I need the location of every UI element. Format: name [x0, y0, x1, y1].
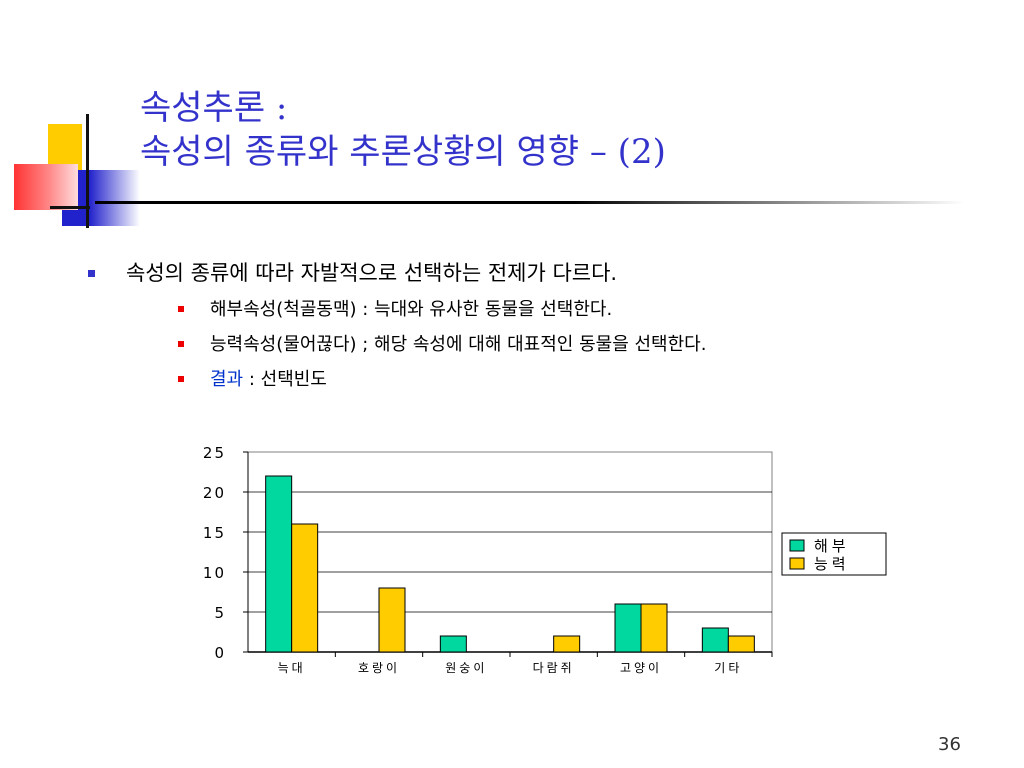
sub-bullet-text: : 선택빈도: [243, 369, 327, 390]
square-bullet-icon: [178, 376, 184, 382]
x-tick-label: 기타: [714, 661, 742, 675]
deco-red-square: [14, 164, 78, 210]
square-bullet-icon: [178, 306, 184, 312]
bar-능력: [553, 635, 581, 653]
main-bullet: 속성의 종류에 따라 자발적으로 선택하는 전제가 다르다. 해부속성(척골동맥…: [88, 258, 706, 397]
bar-해부: [439, 635, 467, 653]
x-tick-label: 다람쥐: [533, 661, 575, 675]
plot-area: [247, 451, 773, 653]
y-tick-label: 25: [203, 444, 226, 462]
title-underline: [95, 201, 965, 204]
title-line-2: 속성의 종류와 추론상황의 영향 – (2): [140, 132, 666, 172]
legend-label: 능력: [814, 555, 850, 573]
y-tick-label: 15: [203, 524, 226, 542]
title-line-1: 속성추론 :: [140, 88, 288, 128]
main-bullet-text: 속성의 종류에 따라 자발적으로 선택하는 전제가 다르다.: [126, 261, 618, 285]
sub-bullet-ability: 능력속성(물어끊다) ; 해당 속성에 대해 대표적인 동물을 선택한다.: [126, 327, 706, 362]
result-label: 결과: [210, 369, 244, 390]
bar-해부: [614, 603, 642, 653]
y-tick-label: 20: [203, 484, 226, 502]
x-tick-label: 고양이: [620, 661, 662, 675]
y-tick-label: 5: [214, 604, 226, 622]
deco-horizontal-line: [50, 206, 90, 209]
bullet-list: 속성의 종류에 따라 자발적으로 선택하는 전제가 다르다. 해부속성(척골동맥…: [88, 258, 706, 397]
x-tick-label: 호랑이: [358, 661, 400, 675]
x-tick-label: 원숭이: [445, 661, 487, 675]
square-bullet-icon: [88, 270, 95, 277]
legend-swatch-능력: [789, 557, 805, 570]
bar-능력: [378, 587, 406, 653]
sub-bullet-list: 해부속성(척골동맥) : 늑대와 유사한 동물을 선택한다. 능력속성(물어끊다…: [126, 292, 706, 397]
bar-해부: [265, 475, 293, 653]
bar-능력: [291, 523, 319, 653]
bar-능력: [727, 635, 755, 653]
sub-bullet-text: 능력속성(물어끊다) ; 해당 속성에 대해 대표적인 동물을 선택한다.: [210, 334, 707, 355]
x-tick-label: 늑대: [278, 661, 306, 675]
y-tick-label: 10: [203, 564, 226, 582]
bar-능력: [640, 603, 668, 653]
bar-해부: [701, 627, 729, 653]
y-tick-label: 0: [214, 644, 226, 662]
page-number: 36: [938, 734, 961, 755]
deco-vertical-line: [86, 114, 89, 228]
square-bullet-icon: [178, 341, 184, 347]
sub-bullet-anatomy: 해부속성(척골동맥) : 늑대와 유사한 동물을 선택한다.: [126, 292, 706, 327]
slide-title: 속성추론 : 속성의 종류와 추론상황의 영향 – (2): [140, 86, 666, 174]
legend-swatch-해부: [789, 539, 805, 552]
sub-bullet-text: 해부속성(척골동맥) : 늑대와 유사한 동물을 선택한다.: [210, 299, 613, 320]
sub-bullet-result: 결과 : 선택빈도: [126, 362, 706, 397]
legend-label: 해부: [814, 537, 850, 555]
